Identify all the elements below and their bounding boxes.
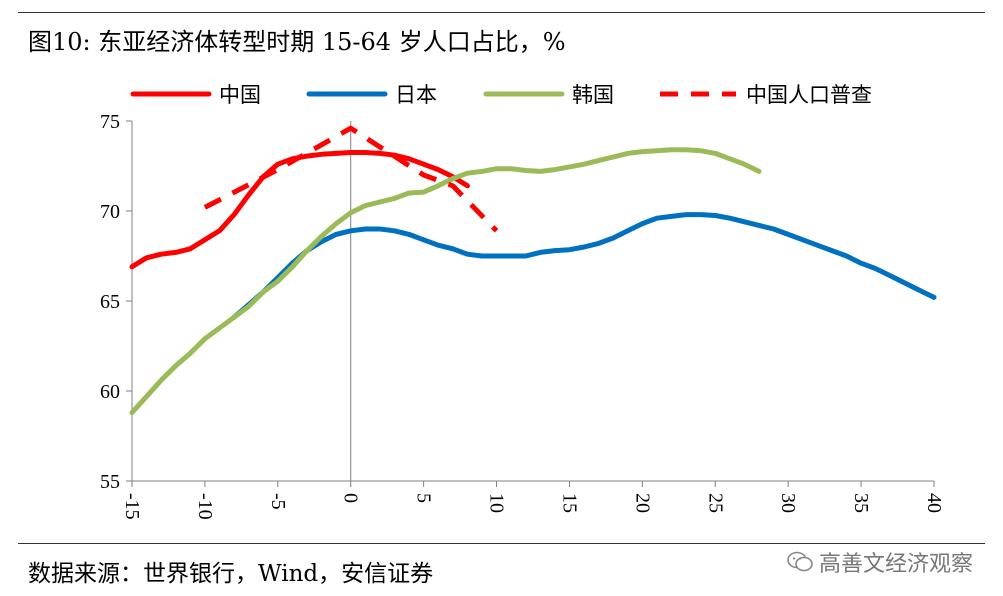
watermark: 高善文经济观察: [787, 546, 973, 578]
legend-label-2: 日本: [395, 83, 437, 107]
series-line-1: [129, 150, 470, 270]
x-tick-label: 25: [704, 493, 726, 513]
x-tick-label: -5: [267, 493, 289, 510]
x-tick-label: 30: [777, 493, 799, 513]
series-line-2: [231, 212, 937, 320]
y-tick-label: 65: [100, 291, 120, 313]
y-tick-label: 70: [100, 201, 120, 223]
x-tick-label: 15: [558, 493, 580, 513]
x-tick-label: 5: [413, 493, 435, 503]
x-tick-label: 10: [486, 493, 508, 513]
y-tick-label: 75: [100, 111, 120, 133]
axes: 55 60 65 70 75 -15 -10 -5 0 5 10 15 20 25 30 35 40: [100, 111, 945, 520]
legend-label-3: 韩国: [572, 83, 614, 107]
x-tick-label: -10: [194, 493, 216, 520]
legend-label-4: 中国人口普查: [746, 83, 872, 107]
series-lines: [129, 125, 937, 416]
top-rule: [18, 12, 985, 13]
x-tick-label: 0: [340, 493, 362, 503]
source-note: 数据来源：世界银行，Wind，安信证券: [28, 561, 434, 587]
wechat-icon: [787, 551, 813, 572]
bottom-rule: [18, 543, 985, 544]
x-tick-label: 20: [631, 493, 653, 513]
x-tick-label: 35: [850, 493, 872, 513]
figure-title: 图10: 东亚经济体转型时期 15-64 岁人口占比，%: [28, 28, 566, 56]
legend: 中国 日本 韩国 中国人口普查: [130, 83, 872, 107]
series-line-3: [129, 147, 762, 416]
y-tick-label: 60: [100, 381, 120, 403]
x-tick-label: 40: [923, 493, 945, 513]
legend-label-1: 中国: [219, 83, 261, 107]
watermark-text: 高善文经济观察: [818, 552, 973, 577]
y-tick-label: 55: [100, 471, 120, 493]
x-tick-label: -15: [121, 493, 143, 520]
series-line-4: [203, 125, 499, 233]
